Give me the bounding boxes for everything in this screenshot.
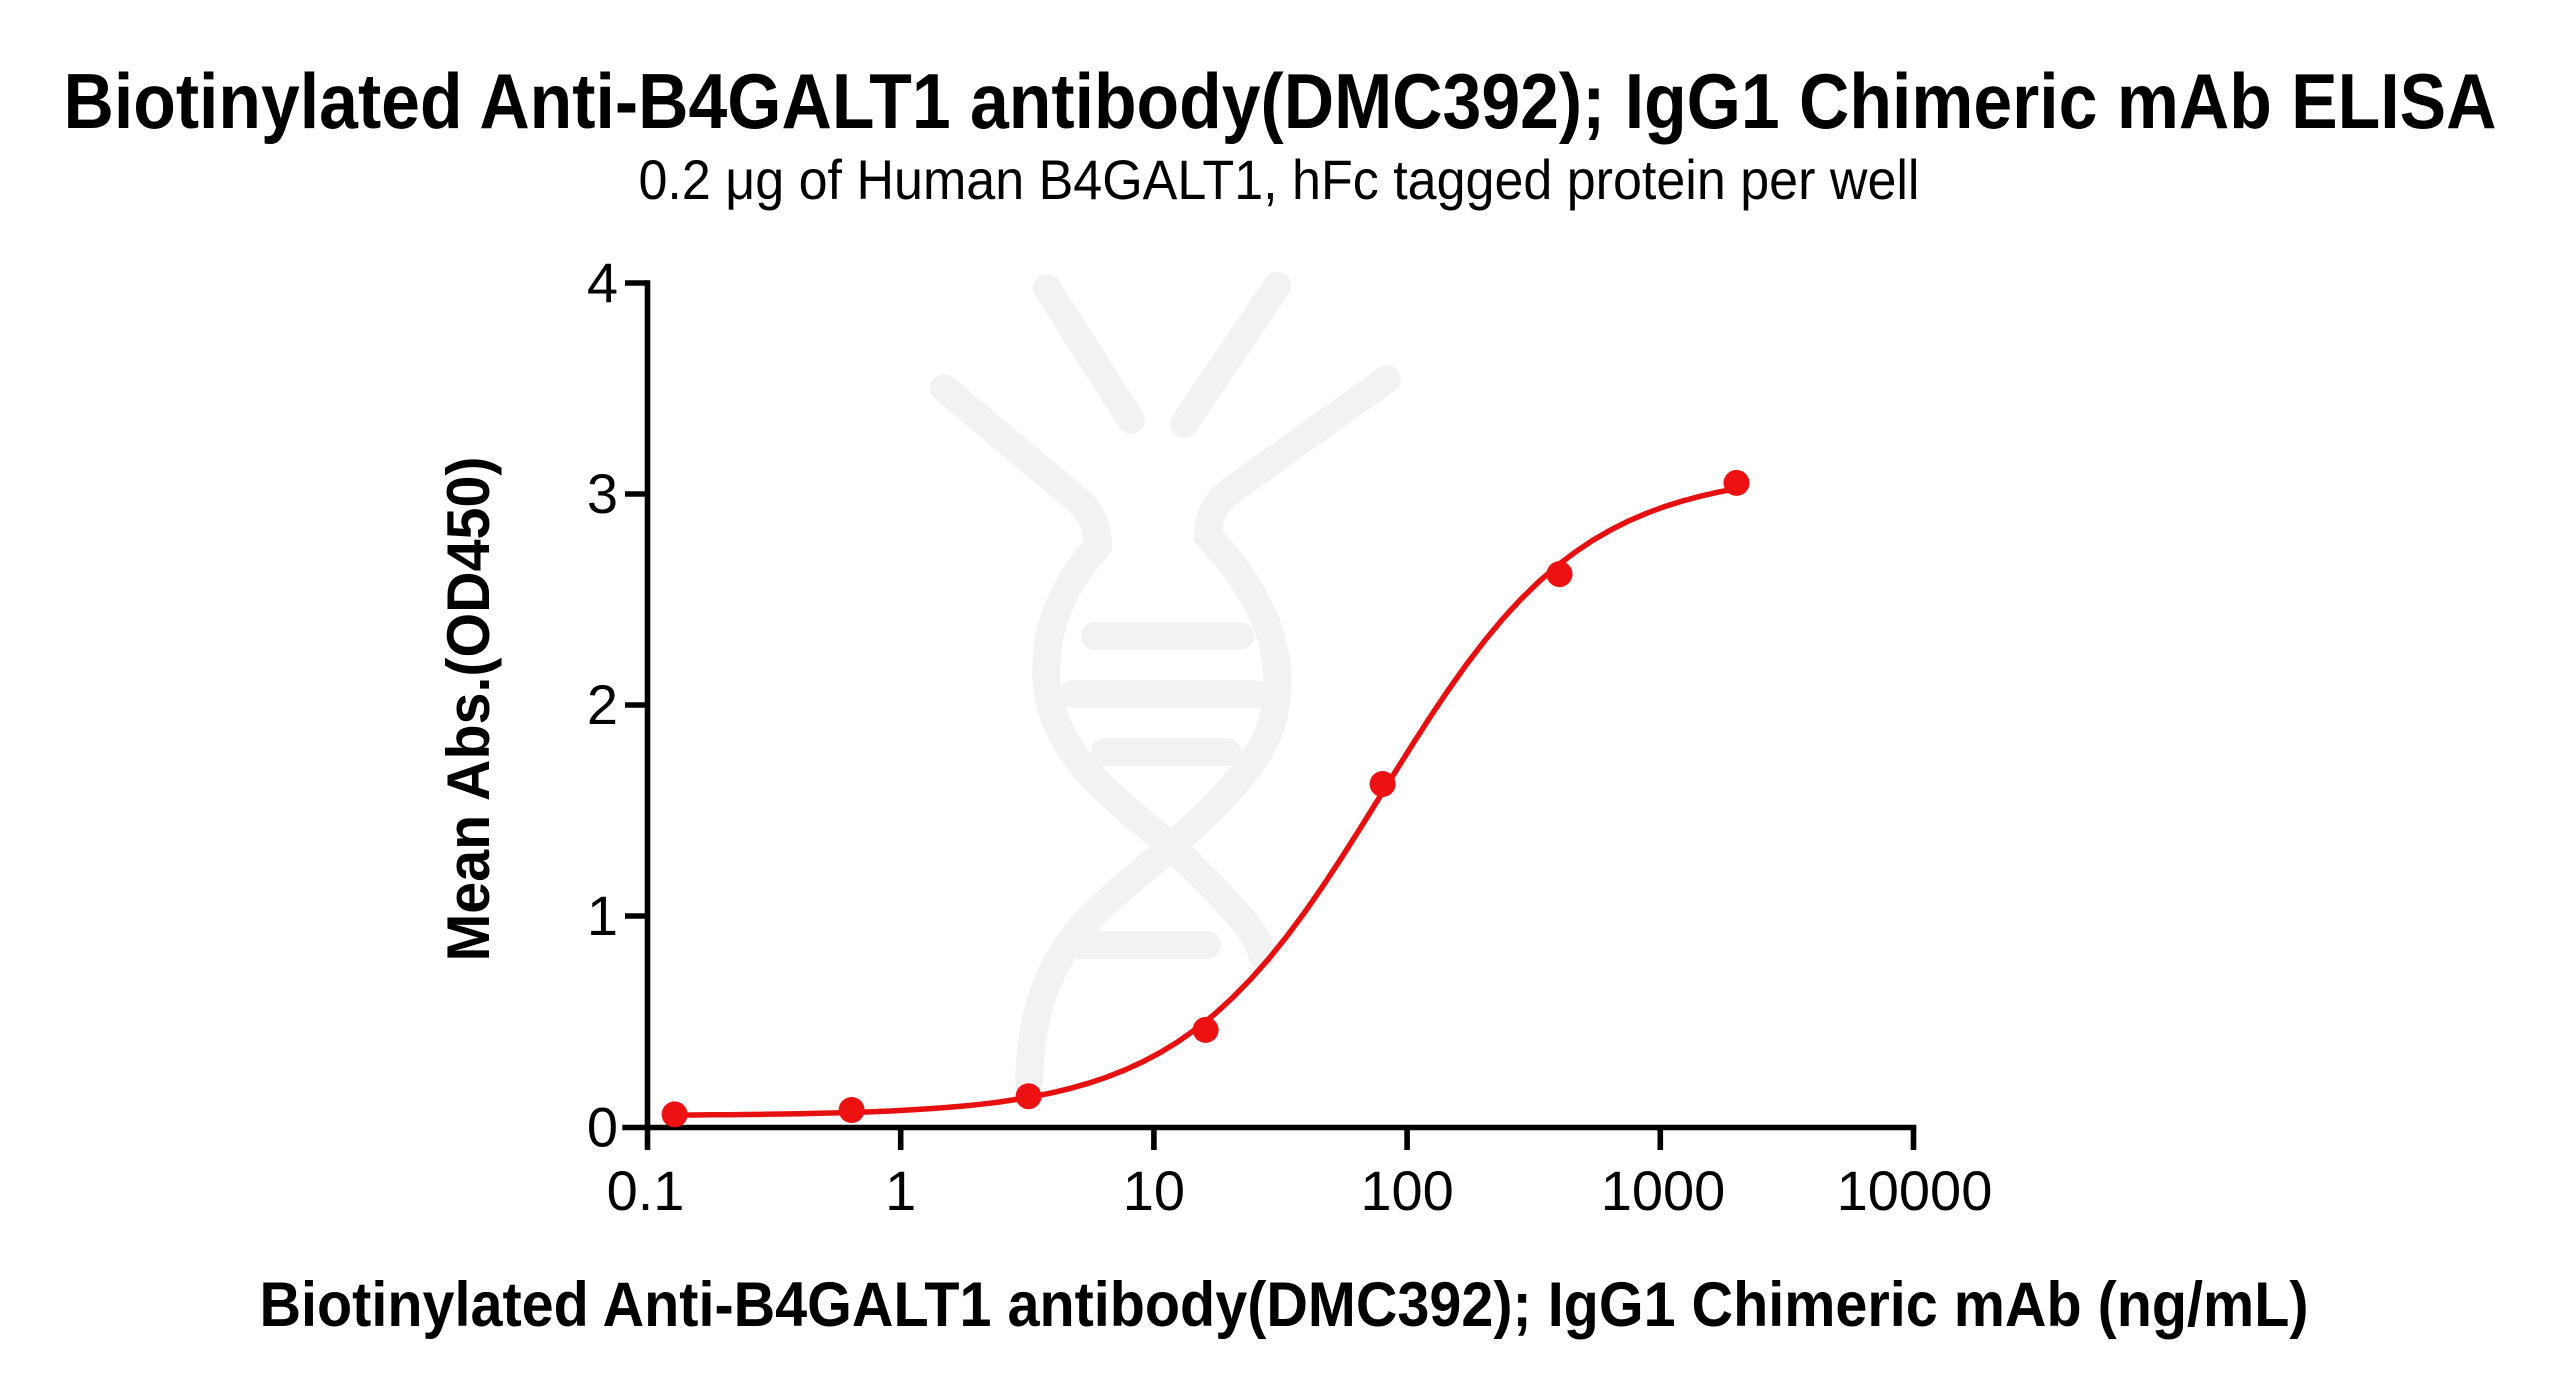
svg-text:0.1: 0.1 <box>607 1159 685 1222</box>
svg-text:Biotinylated Anti-B4GALT1 anti: Biotinylated Anti-B4GALT1 antibody(DMC39… <box>260 1270 2309 1340</box>
svg-text:0.2 μg of Human B4GALT1, hFc t: 0.2 μg of Human B4GALT1, hFc tagged prot… <box>639 148 1920 211</box>
svg-text:1: 1 <box>885 1159 916 1222</box>
svg-text:Biotinylated Anti-B4GALT1 anti: Biotinylated Anti-B4GALT1 antibody(DMC39… <box>64 57 2497 145</box>
svg-text:Mean Abs.(OD450): Mean Abs.(OD450) <box>435 457 502 962</box>
svg-text:1: 1 <box>587 884 618 947</box>
svg-text:0: 0 <box>587 1095 618 1158</box>
svg-text:100: 100 <box>1360 1159 1453 1222</box>
svg-text:3: 3 <box>587 462 618 525</box>
svg-text:10: 10 <box>1123 1159 1185 1222</box>
svg-text:10000: 10000 <box>1837 1159 1993 1222</box>
svg-text:4: 4 <box>587 251 618 314</box>
svg-text:2: 2 <box>587 673 618 736</box>
svg-text:1000: 1000 <box>1601 1159 1726 1222</box>
